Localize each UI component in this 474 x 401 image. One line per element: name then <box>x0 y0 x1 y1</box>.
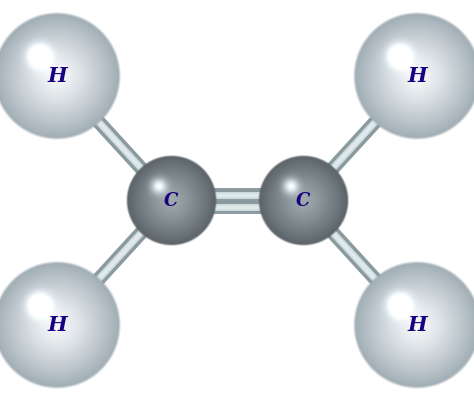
Text: C: C <box>164 192 178 209</box>
Text: C: C <box>296 192 310 209</box>
Text: H: H <box>47 66 67 86</box>
Text: H: H <box>47 315 67 335</box>
Text: H: H <box>407 315 427 335</box>
Text: H: H <box>407 66 427 86</box>
